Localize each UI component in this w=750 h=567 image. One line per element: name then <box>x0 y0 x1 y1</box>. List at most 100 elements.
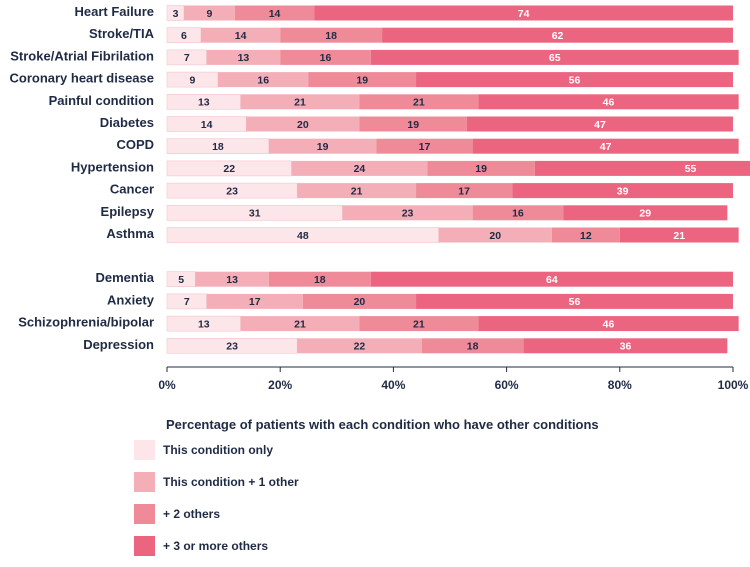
bar-segment <box>359 116 467 132</box>
bar-segment <box>416 72 733 88</box>
category-label: Schizophrenia/bipolar <box>18 315 154 330</box>
data-label: 5 <box>178 274 184 286</box>
legend-item: This condition only <box>134 440 273 460</box>
category-label: Stroke/TIA <box>89 26 155 41</box>
bar-segment <box>297 338 422 354</box>
bar-segment <box>619 227 739 243</box>
category-label: Heart Failure <box>75 4 154 19</box>
data-label: 56 <box>569 296 581 308</box>
data-label: 13 <box>226 274 238 286</box>
bar-segment <box>314 5 733 21</box>
bar-segment <box>217 72 309 88</box>
data-label: 20 <box>354 296 366 308</box>
data-label: 19 <box>317 141 329 153</box>
data-label: 24 <box>354 163 366 175</box>
data-label: 16 <box>257 74 269 86</box>
data-label: 47 <box>600 141 612 153</box>
legend-swatch <box>134 536 155 556</box>
bar-segment <box>302 293 417 309</box>
legend-swatch <box>134 440 155 460</box>
bar-segment <box>416 293 733 309</box>
legend-label: + 3 or more others <box>163 539 269 553</box>
bar-segment <box>195 271 269 287</box>
data-label: 9 <box>207 8 213 20</box>
bar-segment <box>268 138 377 154</box>
data-label: 74 <box>518 8 530 20</box>
bar-segment <box>376 138 473 154</box>
data-label: 18 <box>212 141 224 153</box>
bar-segment <box>200 27 281 43</box>
data-label: 21 <box>294 318 306 330</box>
bar-segment <box>359 94 479 110</box>
data-label: 64 <box>546 274 558 286</box>
data-label: 16 <box>512 208 524 220</box>
data-label: 13 <box>198 97 210 109</box>
bar-segment <box>534 160 750 176</box>
legend-label: This condition only <box>163 443 273 457</box>
category-label: Epilepsy <box>101 204 155 219</box>
data-label: 18 <box>467 341 479 353</box>
x-tick-label: 100% <box>718 378 749 392</box>
x-tick-label: 0% <box>158 378 176 392</box>
legend-swatch <box>134 472 155 492</box>
legend-label: + 2 others <box>163 507 221 521</box>
data-label: 29 <box>639 208 651 220</box>
data-label: 9 <box>190 74 196 86</box>
data-label: 19 <box>407 119 419 131</box>
legend-item: + 3 or more others <box>134 536 268 556</box>
bar-segment <box>523 338 728 354</box>
bar-segment <box>472 205 564 221</box>
category-label: COPD <box>116 137 154 152</box>
data-label: 20 <box>489 230 501 242</box>
category-label: Hypertension <box>71 159 154 174</box>
bar-segment <box>234 5 315 21</box>
x-tick-label: 80% <box>608 378 632 392</box>
data-label: 21 <box>351 185 363 197</box>
data-label: 31 <box>249 208 261 220</box>
data-label: 21 <box>294 97 306 109</box>
bar-segment <box>280 49 371 65</box>
category-label: Depression <box>83 337 154 352</box>
bar-segment <box>280 27 383 43</box>
bar-segment <box>466 116 733 132</box>
bar-segment <box>382 27 733 43</box>
data-label: 62 <box>552 30 564 42</box>
bar-segment <box>421 338 524 354</box>
bar-segment <box>291 160 428 176</box>
bar-segment <box>297 183 417 199</box>
bar-segment <box>246 116 360 132</box>
category-label: Coronary heart disease <box>9 71 154 86</box>
bar-segment <box>478 94 739 110</box>
data-label: 48 <box>297 230 309 242</box>
data-label: 23 <box>226 341 238 353</box>
category-label: Anxiety <box>107 292 155 307</box>
legend-item: + 2 others <box>134 504 220 524</box>
data-label: 17 <box>419 141 431 153</box>
data-label: 46 <box>603 318 615 330</box>
data-label: 55 <box>685 163 697 175</box>
data-label: 23 <box>402 208 414 220</box>
bar-segment <box>166 116 247 132</box>
data-label: 3 <box>173 8 179 20</box>
legend-title: Percentage of patients with each conditi… <box>166 417 599 432</box>
category-label: Stroke/Atrial Fibrilation <box>10 48 154 63</box>
category-label: Cancer <box>110 182 154 197</box>
bar-segment <box>478 316 739 332</box>
data-label: 17 <box>458 185 470 197</box>
data-label: 18 <box>314 274 326 286</box>
x-tick-label: 20% <box>268 378 292 392</box>
data-label: 18 <box>325 30 337 42</box>
bar-segment <box>308 72 417 88</box>
bar-segment <box>268 271 371 287</box>
data-label: 36 <box>620 341 632 353</box>
data-label: 14 <box>269 8 281 20</box>
bar-segment <box>512 183 733 199</box>
bar-segment <box>166 27 202 44</box>
bar-segment <box>472 138 739 154</box>
category-label: Asthma <box>106 226 154 241</box>
data-label: 13 <box>238 52 250 64</box>
data-label: 21 <box>673 230 685 242</box>
data-label: 17 <box>249 296 261 308</box>
data-label: 19 <box>356 74 368 86</box>
